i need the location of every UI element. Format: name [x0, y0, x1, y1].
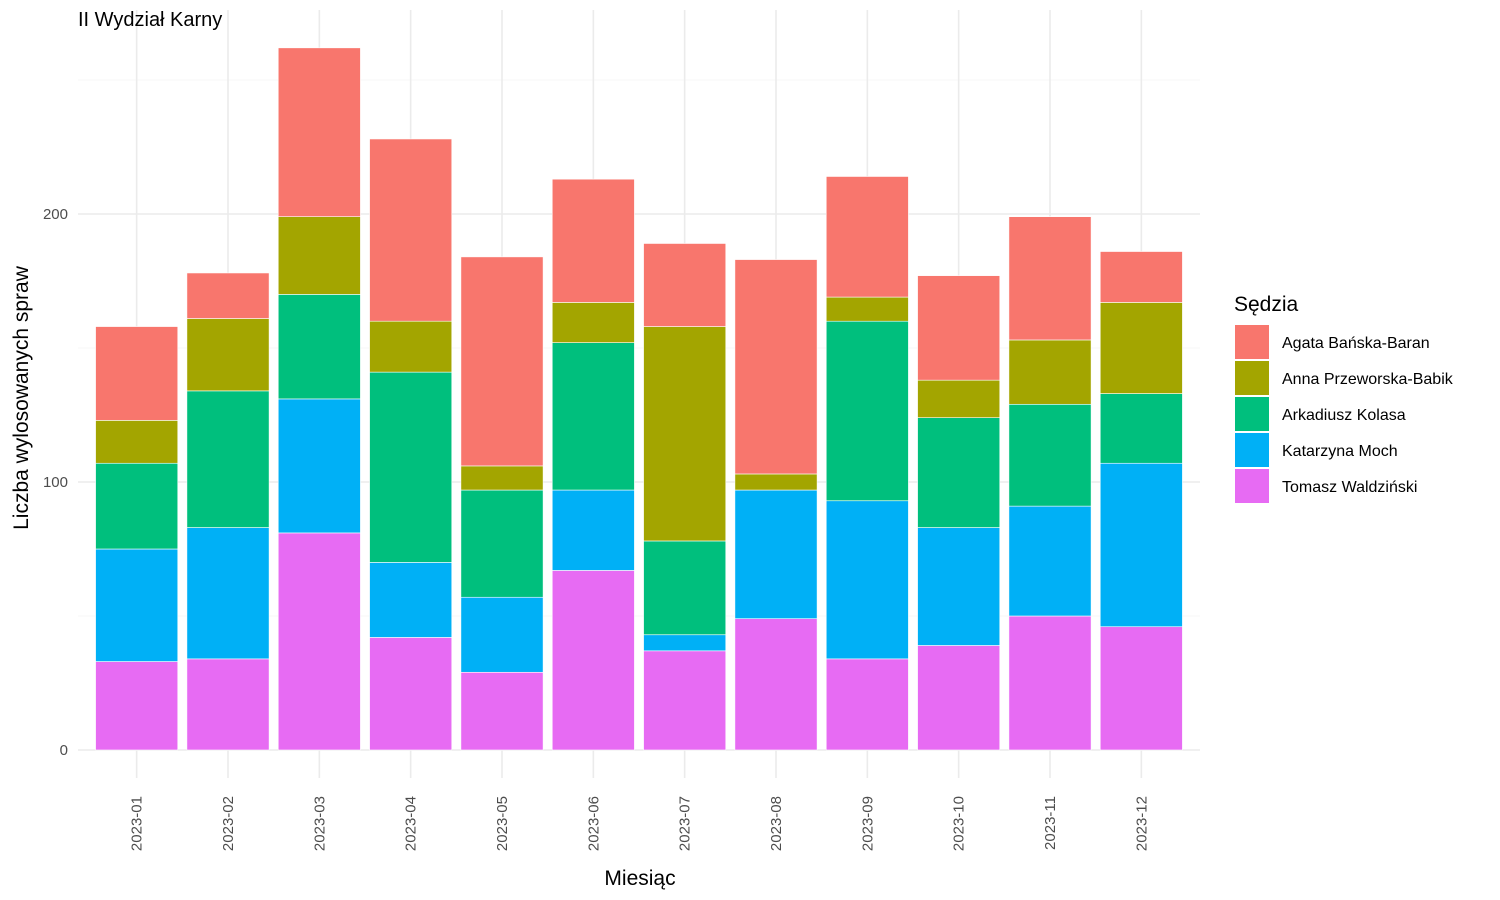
bar-segment: [734, 473, 818, 491]
legend-title: Sędzia: [1234, 293, 1299, 316]
bar-segment: [369, 562, 453, 638]
bar-segment: [95, 420, 179, 464]
bar-segment: [186, 272, 270, 319]
bar-segment: [551, 302, 635, 343]
legend-label: Arkadiusz Kolasa: [1282, 407, 1406, 424]
bar-segment: [95, 661, 179, 751]
bar-segment: [551, 178, 635, 303]
bar-segment: [917, 379, 1001, 418]
legend-swatch: [1235, 469, 1269, 503]
x-axis-ticks: 2023-01 2023-02 2023-03 2023-04 2023-05 2023-…: [129, 796, 1151, 851]
bar-segment: [369, 138, 453, 322]
bar-segment: [277, 294, 361, 400]
x-tick-label: 2023-10: [951, 796, 968, 851]
bar-segment: [643, 650, 727, 751]
bar-segment: [917, 645, 1001, 751]
bar-segment: [1008, 505, 1092, 617]
bar-segment: [551, 570, 635, 751]
bar-segment: [734, 259, 818, 475]
bar-segment: [734, 489, 818, 619]
legend-label: Katarzyna Moch: [1282, 443, 1398, 460]
bar-segment: [277, 532, 361, 751]
bar-segment: [825, 176, 909, 298]
bar-segment: [1008, 216, 1092, 341]
bar-segment: [277, 47, 361, 217]
bar-segment: [917, 527, 1001, 646]
bars: [95, 47, 1183, 751]
bar-segment: [1008, 339, 1092, 405]
x-axis-title: Miesiąc: [604, 867, 675, 890]
x-tick-label: 2023-11: [1042, 796, 1059, 850]
bar-segment: [825, 500, 909, 660]
bar-segment: [1099, 626, 1183, 751]
x-tick-label: 2023-06: [585, 796, 602, 851]
bar-segment: [917, 275, 1001, 381]
bar-segment: [1099, 393, 1183, 464]
bar-segment: [825, 658, 909, 751]
bar-segment: [460, 465, 544, 491]
legend-swatch: [1235, 361, 1269, 395]
legend-label: Anna Przeworska-Babik: [1282, 371, 1454, 388]
bar-segment: [917, 417, 1001, 528]
bar-segment: [1099, 251, 1183, 303]
bar-segment: [551, 489, 635, 571]
bar-segment: [1099, 302, 1183, 394]
chart-title: II Wydział Karny: [78, 9, 222, 31]
bar-segment: [825, 320, 909, 502]
x-tick-label: 2023-07: [677, 796, 694, 851]
y-axis-title: Liczba wylosowanych spraw: [10, 265, 33, 530]
bar-segment: [1008, 615, 1092, 751]
y-axis-ticks: 0 100 200: [43, 206, 68, 759]
x-tick-label: 2023-08: [768, 796, 785, 851]
y-tick-label: 0: [60, 742, 68, 759]
bar-segment: [95, 462, 179, 550]
bar-segment: [643, 540, 727, 636]
bar-segment: [460, 671, 544, 751]
bar-segment: [1008, 403, 1092, 507]
bar-segment: [460, 489, 544, 598]
legend: Agata Bańska-Baran Anna Przeworska-Babik A…: [1235, 325, 1454, 503]
bar-segment: [277, 398, 361, 534]
bar-segment: [369, 371, 453, 563]
legend-swatch: [1235, 325, 1269, 359]
x-tick-label: 2023-02: [220, 796, 237, 851]
y-tick-label: 100: [43, 474, 68, 491]
x-tick-label: 2023-05: [494, 796, 511, 851]
legend-label: Tomasz Waldziński: [1282, 479, 1417, 496]
bar-segment: [643, 326, 727, 542]
x-tick-label: 2023-09: [859, 796, 876, 851]
bar-segment: [95, 548, 179, 662]
bar-segment: [186, 390, 270, 528]
bar-segment: [643, 243, 727, 327]
x-tick-label: 2023-04: [403, 796, 420, 851]
legend-label: Agata Bańska-Baran: [1282, 335, 1430, 352]
bar-segment: [95, 326, 179, 421]
bar-segment: [277, 216, 361, 295]
x-tick-label: 2023-12: [1133, 796, 1150, 851]
bar-segment: [643, 634, 727, 652]
x-tick-label: 2023-03: [311, 796, 328, 851]
bar-segment: [460, 256, 544, 467]
bar-segment: [551, 342, 635, 491]
y-tick-label: 200: [43, 206, 68, 223]
bar-segment: [186, 318, 270, 392]
bar-segment: [369, 637, 453, 751]
bar-segment: [825, 296, 909, 322]
bar-segment: [734, 618, 818, 751]
legend-swatch: [1235, 433, 1269, 467]
bar-segment: [460, 596, 544, 673]
bar-segment: [186, 658, 270, 751]
bar-segment: [186, 527, 270, 660]
bar-segment: [369, 320, 453, 373]
x-tick-label: 2023-01: [129, 796, 146, 851]
bar-segment: [1099, 462, 1183, 628]
legend-swatch: [1235, 397, 1269, 431]
